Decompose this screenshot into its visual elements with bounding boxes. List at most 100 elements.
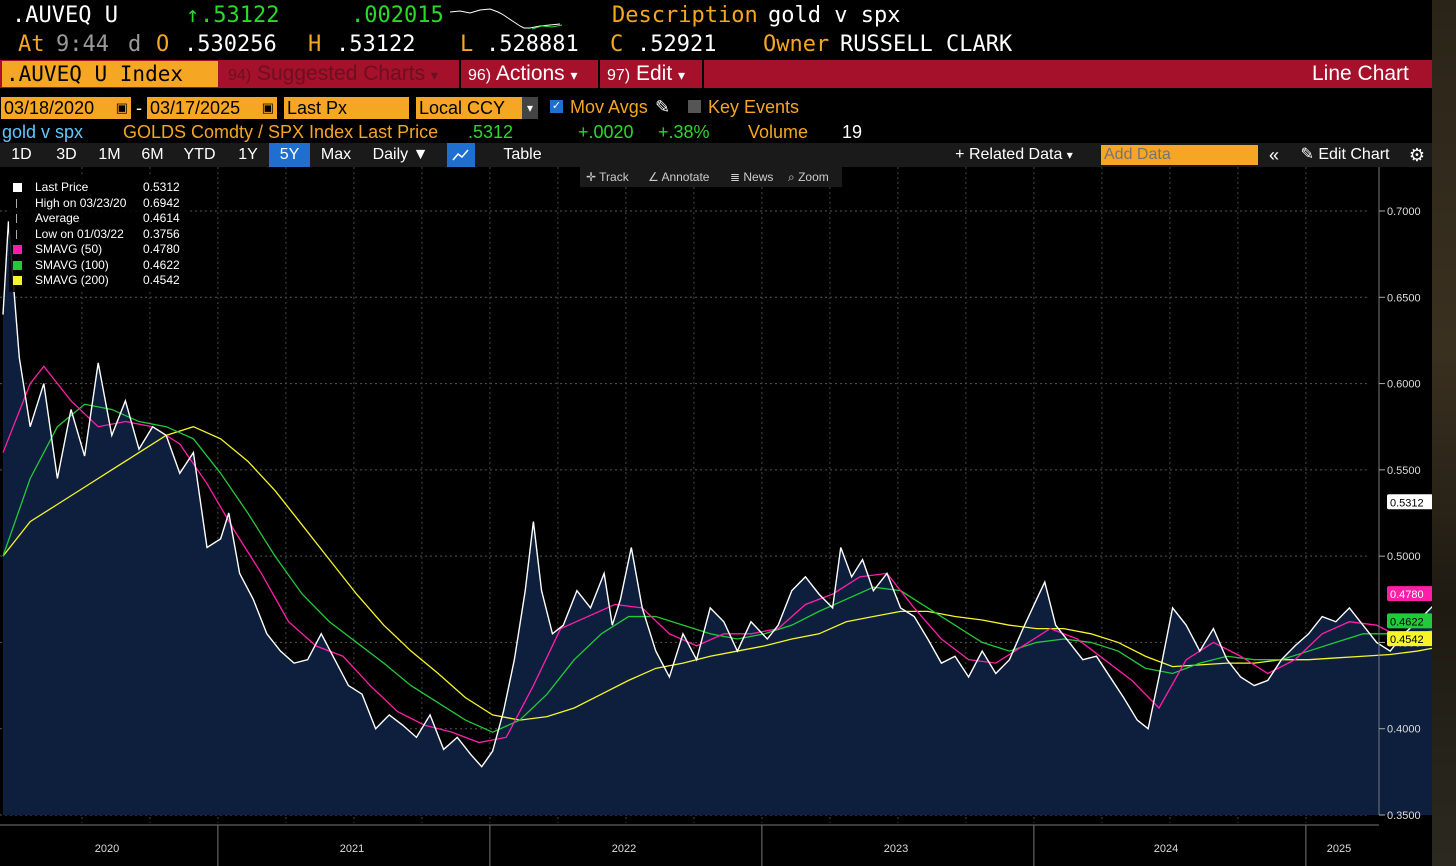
currency-value: Local CCY bbox=[419, 98, 506, 118]
news-tool[interactable]: ≣ News bbox=[730, 170, 773, 184]
period-button-ytd[interactable]: YTD bbox=[183, 146, 216, 163]
series-desc: GOLDS Comdty / SPX Index Last Price bbox=[123, 122, 439, 142]
legend-label: SMAVG (50) bbox=[35, 242, 103, 256]
legend-swatch bbox=[13, 276, 22, 285]
legend-value: 0.6942 bbox=[143, 195, 180, 210]
legend-value: 0.5312 bbox=[143, 180, 180, 194]
frequency-dropdown[interactable]: Daily ▼ bbox=[372, 146, 429, 163]
y-tick-label: 0.6500 bbox=[1387, 292, 1421, 304]
sparkline bbox=[450, 8, 563, 30]
security-field[interactable]: .AUVEQ U Index bbox=[2, 61, 218, 87]
gear-icon[interactable]: ⚙ bbox=[1408, 145, 1426, 165]
end-label-box bbox=[1387, 586, 1432, 602]
mov-avgs-checkbox[interactable]: ✓ bbox=[550, 100, 563, 113]
field-selector[interactable]: Last Px bbox=[284, 97, 409, 119]
legend-swatch bbox=[16, 214, 22, 223]
legend-label: Low on 01/03/22 bbox=[35, 226, 124, 241]
period-button-6m[interactable]: 6M bbox=[141, 146, 164, 163]
legend-swatch bbox=[13, 245, 22, 254]
y-tick-label: 0.7000 bbox=[1387, 206, 1421, 218]
x-tick-label: 2024 bbox=[1154, 843, 1178, 855]
calendar-icon[interactable]: ▣ bbox=[115, 100, 128, 115]
collapse-icon[interactable]: « bbox=[1268, 145, 1279, 165]
pencil-icon: ✎ bbox=[1300, 146, 1314, 163]
function-bar bbox=[0, 60, 1432, 88]
end-label: 0.5312 bbox=[1390, 497, 1424, 509]
end-label: 0.4542 bbox=[1390, 634, 1424, 646]
end-date-field[interactable]: 03/17/2025 ▣ bbox=[147, 97, 277, 119]
series-abs-change: +.0020 bbox=[578, 122, 634, 142]
x-tick-label: 2022 bbox=[612, 843, 636, 855]
background-strip bbox=[1432, 0, 1456, 866]
net-change: .002015 bbox=[351, 3, 444, 28]
edit-chart-label: Edit Chart bbox=[1318, 146, 1390, 163]
legend-swatch bbox=[13, 260, 22, 270]
open-label: O bbox=[156, 32, 170, 57]
owner-value: RUSSELL CLARK bbox=[840, 32, 1013, 57]
sma100-line bbox=[2, 403, 1432, 733]
price-line bbox=[2, 221, 1432, 768]
annotate-tool[interactable]: ∠ Annotate bbox=[648, 170, 709, 184]
related-data-label: + Related Data bbox=[955, 146, 1063, 163]
ticker: .AUVEQ U bbox=[12, 3, 118, 28]
calendar-icon[interactable]: ▣ bbox=[261, 100, 274, 115]
legend-swatch bbox=[13, 183, 22, 192]
line-chart-icon[interactable] bbox=[447, 143, 475, 167]
series-price: .5312 bbox=[468, 122, 514, 142]
period-button-1m[interactable]: 1M bbox=[98, 146, 121, 163]
end-label-box bbox=[1387, 613, 1432, 629]
y-tick-label: 0.5000 bbox=[1387, 551, 1421, 563]
divider bbox=[702, 60, 704, 88]
annotate-icon: ∠ bbox=[648, 170, 662, 184]
series-pct-change: +.38% bbox=[658, 122, 710, 142]
edit-chart-button[interactable]: ✎ Edit Chart bbox=[1290, 143, 1400, 167]
key-events-checkbox[interactable] bbox=[688, 100, 701, 113]
start-date-field[interactable]: 03/18/2020 ▣ bbox=[1, 97, 131, 119]
crosshair-icon: ✛ bbox=[586, 170, 600, 184]
price-area bbox=[3, 221, 1432, 815]
chart-type-label: Line Chart bbox=[1312, 62, 1409, 85]
last-price: .53122 bbox=[200, 3, 280, 28]
chart-tools bbox=[580, 167, 842, 187]
period-button-5y[interactable]: 5Y bbox=[269, 143, 310, 167]
period-button-max[interactable]: Max bbox=[320, 146, 352, 163]
legend-label: Last Price bbox=[35, 180, 89, 194]
chevron-down-icon[interactable]: ▾ bbox=[522, 97, 538, 119]
suggested-charts-button[interactable]: 94) Suggested Charts ▾ bbox=[228, 60, 438, 88]
legend-value: 0.4614 bbox=[143, 211, 180, 225]
add-data-input[interactable] bbox=[1101, 145, 1258, 165]
suggested-number: 94) bbox=[228, 67, 252, 84]
close-label: C bbox=[610, 32, 624, 57]
end-label-box bbox=[1387, 494, 1432, 510]
series-name: gold v spx bbox=[2, 122, 84, 142]
period-button-1y[interactable]: 1Y bbox=[238, 146, 258, 163]
legend-value: 0.4542 bbox=[143, 273, 180, 287]
close-value: .52921 bbox=[637, 32, 717, 57]
y-tick-label: 0.3500 bbox=[1387, 810, 1421, 822]
line-chart[interactable]: 0.70000.65000.60000.55000.50000.45000.40… bbox=[0, 167, 1432, 866]
currency-selector[interactable]: Local CCY ▾ bbox=[416, 97, 538, 119]
legend-value: 0.3756 bbox=[143, 226, 180, 241]
related-data-button[interactable]: + Related Data ▾ bbox=[942, 143, 1086, 167]
chart-legend: Last Price 0.5312 High on 03/23/20 0.6942 Av… bbox=[9, 176, 187, 292]
zoom-label: Zoom bbox=[798, 170, 829, 184]
zoom-icon: ⌕ bbox=[788, 170, 799, 184]
period-button-1d[interactable]: 1D bbox=[11, 146, 32, 163]
divider bbox=[598, 60, 600, 88]
y-tick-label: 0.6000 bbox=[1387, 379, 1421, 391]
news-label: News bbox=[743, 170, 774, 184]
annotate-label: Annotate bbox=[661, 170, 710, 184]
description-label: Description bbox=[612, 3, 758, 28]
table-button[interactable]: Table bbox=[503, 146, 542, 163]
pencil-icon[interactable]: ✎ bbox=[655, 97, 671, 117]
track-tool[interactable]: ✛ Track bbox=[586, 170, 629, 184]
period-button-3d[interactable]: 3D bbox=[56, 146, 77, 163]
up-arrow-icon: ↑ bbox=[186, 3, 200, 28]
zoom-tool[interactable]: ⌕ Zoom bbox=[788, 170, 829, 185]
quote-ohlc: At 9:44 d O .530256 H .53122 L .528881 C… bbox=[0, 31, 1456, 59]
quote-header: .AUVEQ U ↑ .53122 .002015 Description go… bbox=[0, 2, 1456, 30]
divider bbox=[459, 60, 461, 88]
edit-button[interactable]: 97) Edit ▾ bbox=[607, 60, 685, 88]
actions-button[interactable]: 96) Actions ▾ bbox=[468, 60, 578, 88]
key-events-label: Key Events bbox=[708, 97, 800, 117]
